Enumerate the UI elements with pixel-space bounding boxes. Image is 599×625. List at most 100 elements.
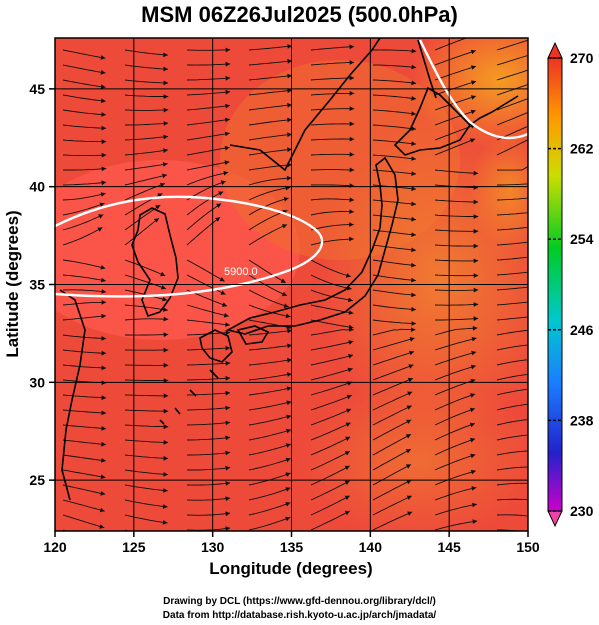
streamline: [62, 109, 106, 116]
streamline-arrow: [344, 495, 350, 501]
streamline-arrow: [411, 141, 416, 146]
streamline-arrow: [349, 209, 354, 214]
streamline-arrow: [473, 243, 479, 249]
streamline-arrow: [349, 152, 355, 157]
streamline-arrow: [407, 391, 413, 396]
streamline: [186, 421, 231, 426]
streamline-arrow: [349, 236, 354, 242]
streamline-arrow: [162, 162, 168, 167]
streamline: [125, 334, 169, 336]
streamline-arrow: [163, 424, 169, 430]
streamline: [496, 84, 528, 96]
streamline-arrow: [407, 377, 413, 383]
streamline-arrow: [470, 469, 476, 475]
streamline-arrow: [535, 224, 540, 229]
streamline-arrow: [470, 364, 476, 370]
streamline-arrow: [225, 511, 231, 517]
streamline: [372, 405, 412, 426]
streamline-arrow: [411, 95, 416, 101]
streamline-arrow: [163, 316, 169, 322]
streamline-arrow: [287, 147, 292, 153]
streamline: [187, 63, 231, 66]
contour-label: 5900.0: [224, 266, 258, 278]
streamline-arrow: [287, 132, 292, 138]
streamline: [310, 238, 354, 246]
streamline: [124, 304, 168, 311]
streamline-arrow: [349, 121, 355, 127]
streamline: [496, 111, 528, 126]
streamline: [62, 315, 107, 321]
streamline: [186, 203, 222, 231]
streamline: [124, 259, 166, 277]
streamline-arrow: [349, 60, 355, 65]
streamline: [186, 191, 224, 216]
streamline-arrow: [472, 502, 477, 508]
streamline: [248, 401, 292, 411]
streamline-arrow: [473, 214, 479, 219]
streamline: [496, 241, 528, 246]
streamline-arrow: [285, 313, 291, 319]
streamline-arrow: [470, 95, 476, 100]
colorbar-tick-label: 254: [570, 231, 594, 247]
streamline-arrow: [344, 465, 350, 471]
streamline-arrow: [101, 112, 106, 117]
streamline: [310, 436, 351, 456]
streamline: [124, 394, 169, 397]
streamline-arrow: [349, 197, 355, 203]
streamline-arrow: [216, 203, 222, 208]
streamline: [186, 512, 231, 516]
streamline: [248, 177, 292, 186]
streamline-arrow: [408, 364, 414, 369]
streamline: [186, 407, 231, 411]
streamline-arrow: [409, 337, 415, 342]
streamline-arrow: [411, 277, 416, 283]
streamline: [248, 289, 289, 308]
streamline-arrow: [99, 507, 105, 513]
streamline-arrow: [535, 209, 540, 214]
streamline: [434, 38, 468, 51]
streamline: [372, 328, 416, 336]
streamline-arrow: [163, 66, 168, 72]
streamline-arrow: [470, 109, 476, 115]
streamline: [310, 108, 355, 111]
streamline-arrow: [470, 453, 476, 459]
streamline: [62, 514, 105, 529]
streamline-arrow: [225, 322, 230, 327]
streamline: [248, 304, 291, 318]
colorbar-tick-label: 230: [570, 503, 594, 519]
streamline-arrow: [473, 170, 479, 176]
streamline: [310, 408, 352, 426]
streamline-arrow: [348, 353, 353, 359]
streamline: [62, 64, 106, 74]
streamline-arrow: [162, 520, 168, 525]
streamline-arrow: [533, 80, 538, 85]
streamline: [496, 39, 528, 51]
streamline: [124, 274, 167, 290]
streamline-arrow: [225, 496, 231, 502]
streamline: [434, 65, 477, 81]
streamline: [496, 403, 528, 411]
streamline-arrow: [473, 228, 479, 234]
streamline-arrow: [535, 314, 540, 319]
credit-data-source: Data from http://database.rish.kyoto-u.a…: [162, 610, 437, 621]
streamline: [310, 480, 350, 501]
streamline-arrow: [472, 325, 478, 331]
streamline-arrow: [163, 332, 169, 338]
streamline-arrow: [411, 80, 417, 86]
streamline: [372, 244, 416, 251]
streamline-arrow: [163, 393, 169, 399]
streamline: [124, 499, 168, 508]
streamline-arrow: [469, 422, 475, 428]
streamline-arrow: [470, 437, 475, 443]
streamline-arrow: [225, 450, 231, 456]
streamline: [434, 393, 476, 411]
coastlines: [59, 38, 519, 501]
streamline-arrow: [471, 80, 476, 85]
streamline-arrow: [162, 504, 168, 509]
streamline-arrow: [100, 69, 106, 75]
streamline-arrow: [99, 541, 104, 546]
streamline: [434, 274, 479, 277]
streamline-arrow: [280, 278, 286, 283]
streamline: [496, 316, 528, 321]
streamline: [373, 49, 417, 52]
